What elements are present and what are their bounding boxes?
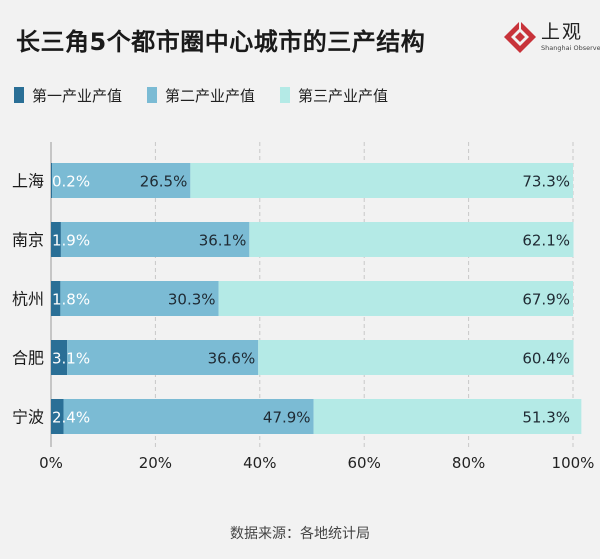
bar-segment: [51, 222, 61, 257]
legend-label-secondary: 第二产业产值: [165, 86, 256, 105]
category-label: 宁波: [12, 408, 44, 427]
data-label: 36.1%: [199, 232, 247, 250]
bar-segment: [51, 399, 64, 434]
x-tick-label: 80%: [452, 454, 485, 472]
data-label: 3.1%: [52, 350, 90, 368]
legend-item-secondary: 第二产业产值: [147, 85, 255, 106]
logo-name-cn: 上观: [541, 21, 584, 43]
logo-mark-icon: [504, 21, 536, 53]
bar-segment: [51, 163, 53, 198]
bar-segment: [60, 222, 250, 257]
bar-segment: [51, 340, 68, 375]
bar-segment: [67, 340, 259, 375]
legend-item-tertiary: 第三产业产值: [280, 85, 388, 106]
x-tick-label: 60%: [348, 454, 381, 472]
data-label: 30.3%: [168, 291, 216, 309]
x-tick-label: 100%: [552, 454, 595, 472]
data-label: 1.8%: [52, 291, 90, 309]
category-label: 南京: [12, 231, 44, 250]
x-tick-label: 40%: [243, 454, 276, 472]
data-label: 26.5%: [140, 173, 188, 191]
bar-segment: [218, 281, 573, 316]
category-label: 上海: [12, 172, 44, 191]
logo-name-en: Shanghai Observer: [541, 44, 600, 52]
legend-label-primary: 第一产业产值: [32, 86, 123, 105]
data-label: 67.9%: [522, 291, 570, 309]
bar-segment: [52, 163, 191, 198]
category-label: 合肥: [12, 349, 44, 368]
data-label: 0.2%: [52, 173, 90, 191]
x-tick-label: 20%: [139, 454, 172, 472]
shanghai-observer-logo: 上观 Shanghai Observer: [503, 17, 600, 61]
bar-segment: [63, 399, 314, 434]
chart-legend: 第一产业产值 第二产业产值 第三产业产值: [14, 84, 413, 106]
data-label: 2.4%: [52, 409, 90, 427]
legend-swatch-tertiary: [280, 87, 291, 103]
bar-segment: [258, 340, 574, 375]
data-source-note: 数据来源：各地统计局: [230, 526, 370, 542]
legend-item-primary: 第一产业产值: [14, 85, 122, 106]
x-tick-label: 0%: [39, 454, 63, 472]
data-label: 51.3%: [522, 409, 570, 427]
bar-segment: [60, 281, 219, 316]
legend-swatch-secondary: [147, 87, 158, 103]
data-label: 47.9%: [263, 409, 311, 427]
bar-segment: [51, 281, 61, 316]
legend-label-tertiary: 第三产业产值: [298, 86, 389, 105]
chart-title: 长三角5个都市圈中心城市的三产结构: [16, 28, 426, 56]
legend-swatch-primary: [14, 87, 24, 103]
bar-segment: [190, 163, 573, 198]
category-label: 杭州: [12, 290, 44, 309]
bar-segment: [313, 399, 582, 434]
data-label: 60.4%: [522, 350, 570, 368]
data-label: 36.6%: [208, 350, 256, 368]
data-label: 62.1%: [522, 232, 570, 250]
data-label: 1.9%: [52, 232, 90, 250]
data-label: 73.3%: [522, 173, 570, 191]
bar-segment: [249, 222, 574, 257]
